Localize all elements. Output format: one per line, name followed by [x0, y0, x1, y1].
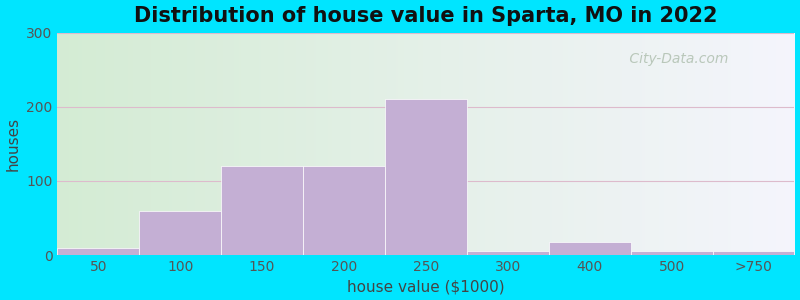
Bar: [303, 166, 385, 255]
Bar: [58, 248, 139, 255]
X-axis label: house value ($1000): house value ($1000): [347, 279, 505, 294]
Title: Distribution of house value in Sparta, MO in 2022: Distribution of house value in Sparta, M…: [134, 6, 718, 26]
Bar: [221, 166, 303, 255]
Bar: [630, 251, 713, 255]
Text: City-Data.com: City-Data.com: [625, 52, 728, 66]
Bar: [385, 99, 467, 255]
Bar: [467, 251, 549, 255]
Bar: [713, 251, 794, 255]
Y-axis label: houses: houses: [6, 117, 21, 171]
Bar: [549, 242, 630, 255]
Bar: [139, 211, 221, 255]
